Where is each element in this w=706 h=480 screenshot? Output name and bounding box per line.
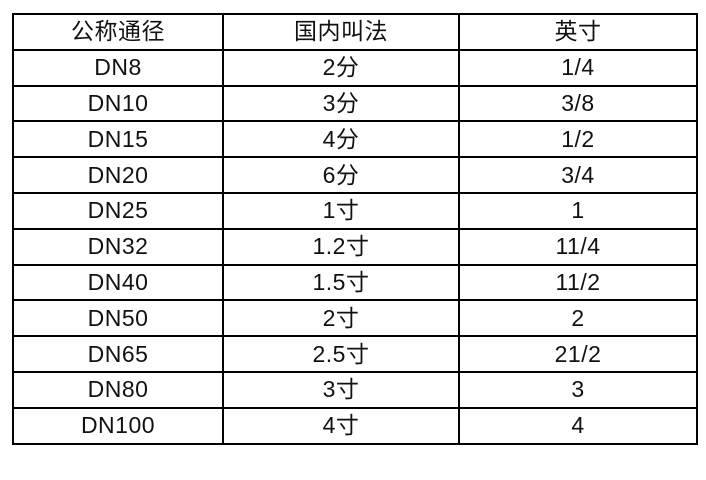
- table-row: DN32 1.2寸 11/4: [12, 227, 698, 266]
- table-cell: DN65: [12, 335, 224, 373]
- table-cell: 2.5寸: [222, 335, 460, 373]
- column-header: 公称通径: [12, 13, 224, 51]
- table-cell: DN8: [12, 48, 224, 87]
- table-cell: 1.2寸: [222, 227, 460, 266]
- table-cell: DN10: [12, 84, 224, 123]
- table-cell: DN25: [12, 191, 224, 230]
- table-cell: 3/4: [458, 156, 698, 194]
- table-row: DN25 1寸 1: [12, 191, 698, 230]
- table-row: DN15 4分 1/2: [12, 120, 698, 159]
- table-cell: DN32: [12, 227, 224, 266]
- table-cell: 21/2: [458, 335, 698, 373]
- table-cell: 3分: [222, 84, 460, 123]
- table-cell: 3/8: [458, 84, 698, 123]
- table-cell: DN80: [12, 370, 224, 409]
- table-row: DN8 2分 1/4: [12, 48, 698, 87]
- table-cell: 4: [458, 406, 698, 445]
- table-cell: DN40: [12, 263, 224, 302]
- table-cell: 1/4: [458, 48, 698, 87]
- table-cell: 1.5寸: [222, 263, 460, 302]
- table-cell: 6分: [222, 156, 460, 194]
- table-cell: DN15: [12, 120, 224, 159]
- table-body: DN8 2分 1/4 DN10 3分 3/8 DN15 4分 1/2 DN20 6分 3/4 DN25 1…: [12, 48, 698, 445]
- table-cell: DN20: [12, 156, 224, 194]
- column-header: 英寸: [458, 13, 698, 51]
- table-row: DN65 2.5寸 21/2: [12, 335, 698, 373]
- table-row: DN100 4寸 4: [12, 406, 698, 445]
- table-cell: DN100: [12, 406, 224, 445]
- table-row: DN80 3寸 3: [12, 370, 698, 409]
- table-cell: 2分: [222, 48, 460, 87]
- table-cell: 4分: [222, 120, 460, 159]
- table-row: DN10 3分 3/8: [12, 84, 698, 123]
- table-cell: 2寸: [222, 299, 460, 338]
- table-cell: DN50: [12, 299, 224, 338]
- table-cell: 4寸: [222, 406, 460, 445]
- header-row: 公称通径 国内叫法 英寸: [12, 13, 698, 51]
- pipe-size-table: 公称通径 国内叫法 英寸 DN8 2分 1/4 DN10 3分 3/8 DN15 4分 1/2 DN2…: [12, 13, 698, 445]
- column-header: 国内叫法: [222, 13, 460, 51]
- table-cell: 1/2: [458, 120, 698, 159]
- table-cell: 3寸: [222, 370, 460, 409]
- table-cell: 1寸: [222, 191, 460, 230]
- table-row: DN40 1.5寸 11/2: [12, 263, 698, 302]
- table-cell: 1: [458, 191, 698, 230]
- table-cell: 11/2: [458, 263, 698, 302]
- table-row: DN20 6分 3/4: [12, 156, 698, 194]
- table-row: DN50 2寸 2: [12, 299, 698, 338]
- table-cell: 2: [458, 299, 698, 338]
- table-cell: 11/4: [458, 227, 698, 266]
- table-cell: 3: [458, 370, 698, 409]
